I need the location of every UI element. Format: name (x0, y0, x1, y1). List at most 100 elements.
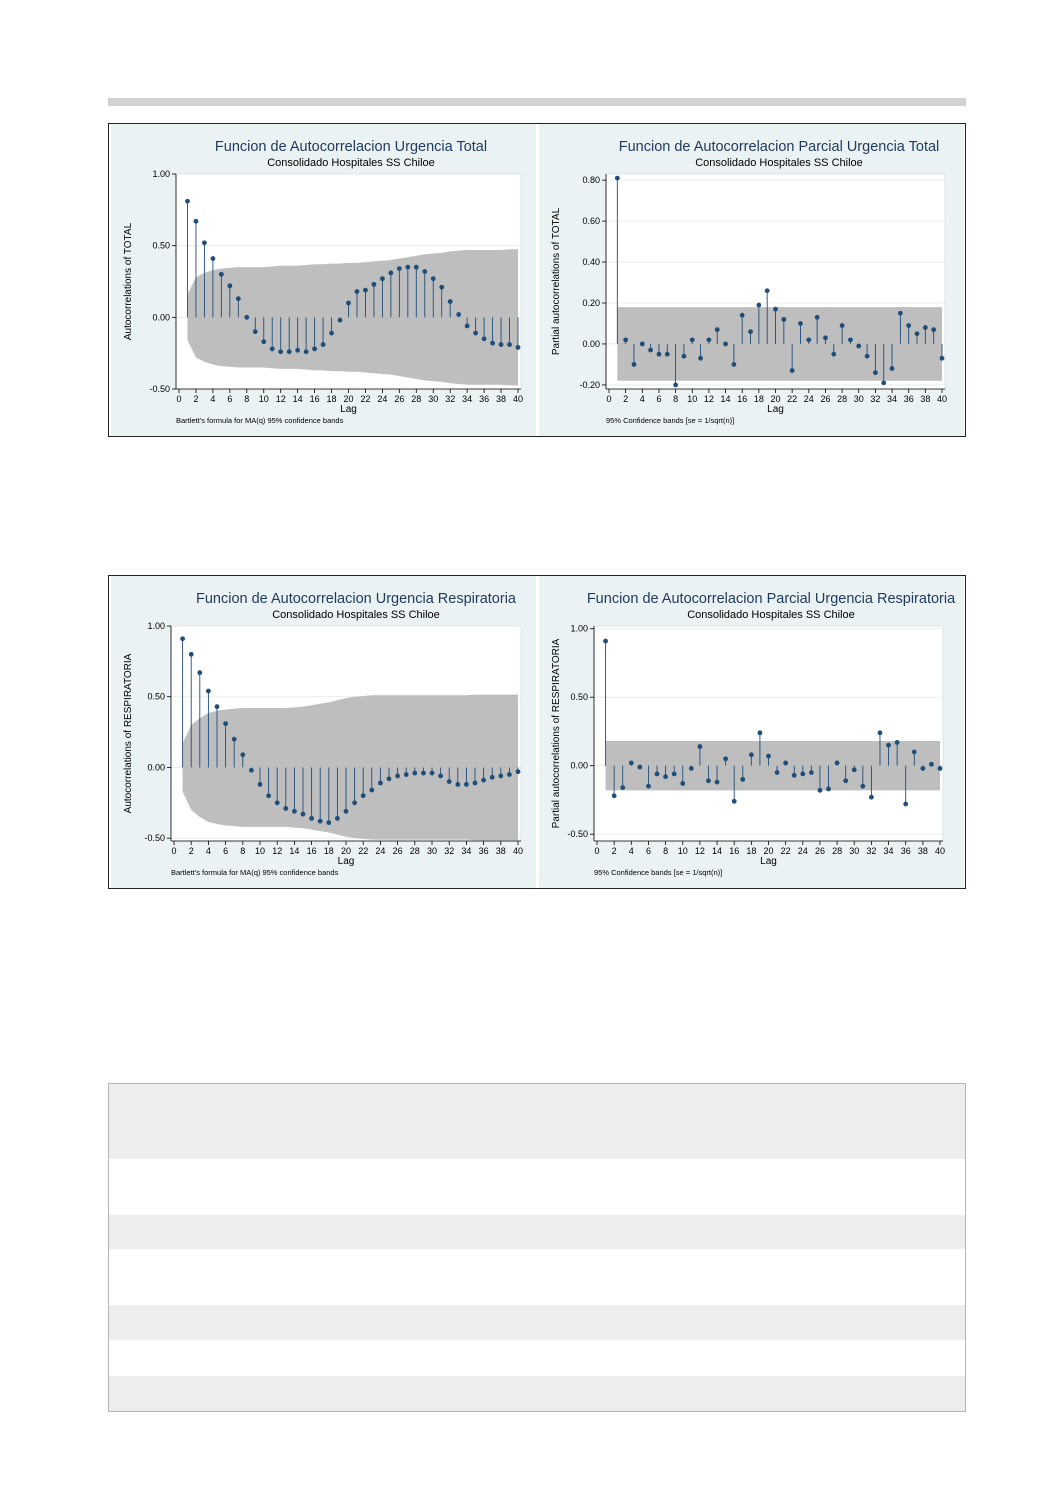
stem-marker (244, 314, 250, 320)
stem-marker (673, 382, 678, 388)
x-tick-label: 26 (393, 846, 403, 856)
chart-title: Funcion de Autocorrelacion Parcial Urgen… (619, 139, 940, 155)
stem-marker (252, 329, 258, 335)
stem-marker (929, 761, 934, 767)
x-tick-label: 14 (721, 394, 731, 404)
stem-marker (806, 337, 812, 343)
x-tick-label: 22 (787, 394, 797, 404)
stem-marker (320, 342, 326, 347)
stem-marker (740, 776, 746, 782)
stem-marker (489, 774, 495, 780)
x-tick-label: 40 (937, 394, 947, 404)
x-tick-label: 38 (496, 846, 506, 856)
stem-marker (848, 337, 853, 343)
stem-marker (723, 341, 728, 347)
stem-marker (439, 284, 445, 290)
x-tick-label: 32 (445, 394, 455, 404)
stem-marker (223, 721, 228, 726)
x-tick-label: 20 (763, 846, 773, 856)
stem-marker (886, 742, 891, 748)
x-tick-label: 0 (171, 846, 176, 856)
acf-respiratoria-chart: 1.000.500.00-0.500 2 4 6 8 10 12 14 16 18 20 22 24 26… (111, 576, 536, 888)
stem-marker (748, 329, 753, 335)
x-tick-label: 36 (479, 846, 489, 856)
y-tick-label: 0.00 (147, 762, 165, 772)
stem-marker (266, 793, 271, 799)
stem-marker (422, 269, 428, 274)
stem-marker (405, 264, 411, 270)
x-tick-label: 24 (375, 846, 385, 856)
x-tick-label: 18 (324, 846, 334, 856)
stem-marker (831, 351, 837, 357)
stem-marker (257, 782, 263, 787)
y-tick-label: 0.40 (582, 257, 600, 267)
stem-marker (628, 760, 634, 766)
x-tick-label: 2 (623, 394, 628, 404)
stem-marker (851, 767, 857, 773)
stem-marker (335, 815, 340, 821)
chart-title: Funcion de Autocorrelacion Urgencia Tota… (215, 139, 487, 155)
table-row (109, 1249, 965, 1305)
stem-marker (202, 240, 207, 246)
x-tick-label: 40 (513, 846, 523, 856)
plot-region (593, 625, 944, 842)
x-tick-label: 16 (737, 394, 747, 404)
stem-marker (180, 636, 185, 642)
stem-marker (774, 770, 780, 775)
stem-marker (507, 342, 512, 347)
stem-marker (860, 783, 866, 789)
stem-marker (897, 310, 903, 316)
y-tick-label: 1.00 (152, 169, 170, 179)
y-axis-label: Autocorrelations of RESPIRATORIA (123, 653, 134, 813)
chart-subtitle: Consolidado Hospitales SS Chiloe (695, 157, 863, 169)
stem-marker (278, 349, 284, 355)
stem-marker (218, 271, 224, 277)
x-tick-label: 16 (307, 846, 317, 856)
stem-marker (834, 760, 840, 766)
x-tick-label: 14 (712, 846, 722, 856)
stem-marker (378, 780, 383, 786)
stem-marker (869, 794, 874, 800)
y-tick-label: 0.60 (582, 216, 600, 226)
x-tick-label: 4 (640, 394, 645, 404)
x-tick-label: 24 (798, 846, 808, 856)
stem-marker (227, 283, 233, 289)
stem-marker (214, 704, 220, 710)
stem-marker (611, 793, 617, 799)
stem-marker (773, 306, 778, 312)
x-tick-label: 40 (513, 394, 523, 404)
stem-marker (413, 264, 419, 270)
y-axis-label: Partial autocorrelations of TOTAL (551, 207, 562, 355)
y-tick-label: -0.20 (579, 380, 600, 390)
stem-marker (303, 349, 309, 355)
stem-marker (808, 770, 814, 775)
stem-marker (656, 351, 662, 357)
x-tick-label: 20 (343, 394, 353, 404)
stem-marker (403, 772, 409, 777)
stem-marker (269, 346, 275, 352)
x-tick-label: 8 (244, 394, 249, 404)
x-tick-label: 8 (673, 394, 678, 404)
x-tick-label: 36 (479, 394, 489, 404)
chart-note: 95% Confidence bands [se = 1/sqrt(n)] (594, 868, 722, 877)
stem-marker (447, 299, 453, 304)
stem-marker (507, 772, 512, 777)
stem-marker (261, 339, 267, 345)
x-tick-label: 32 (866, 846, 876, 856)
stem-marker (197, 670, 203, 676)
x-tick-label: 14 (289, 846, 299, 856)
stem-marker (800, 771, 806, 777)
x-tick-label: 6 (227, 394, 232, 404)
x-tick-label: 18 (754, 394, 764, 404)
y-tick-label: 0.80 (582, 175, 600, 185)
stem-marker (292, 808, 297, 814)
x-tick-label: 16 (310, 394, 320, 404)
y-tick-label: 0.00 (570, 761, 588, 771)
x-tick-label: 30 (849, 846, 859, 856)
y-tick-label: 0.50 (570, 692, 588, 702)
stem-marker (371, 281, 377, 287)
stem-marker (791, 772, 797, 778)
stem-marker (922, 325, 928, 330)
stem-marker (300, 811, 306, 817)
x-tick-label: 10 (255, 846, 265, 856)
